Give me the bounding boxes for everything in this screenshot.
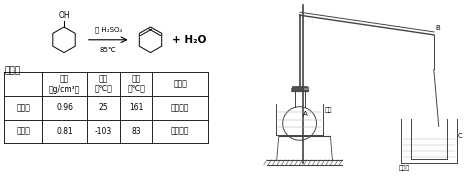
Text: B: B (436, 25, 440, 31)
Text: （g/cm³）: （g/cm³） (49, 84, 80, 93)
Text: 密度: 密度 (60, 75, 69, 84)
Text: 沸点: 沸点 (131, 75, 141, 84)
Text: A: A (302, 111, 308, 117)
Text: 0.96: 0.96 (56, 103, 73, 112)
Text: 85℃: 85℃ (100, 47, 116, 53)
Text: （℃）: （℃） (127, 84, 145, 93)
Text: + H₂O: + H₂O (172, 35, 207, 45)
Text: 水浴: 水浴 (324, 107, 332, 113)
Text: 环己烯: 环己烯 (16, 127, 30, 136)
Text: 燕点: 燕点 (99, 75, 108, 84)
Text: 浓 H₂SO₄: 浓 H₂SO₄ (95, 26, 122, 33)
Text: 能溶于水: 能溶于水 (171, 103, 190, 112)
Text: 已知：: 已知： (4, 66, 21, 75)
Text: 0.81: 0.81 (56, 127, 73, 136)
Text: OH: OH (58, 11, 70, 20)
Text: C: C (458, 133, 462, 139)
Text: 溶解性: 溶解性 (173, 80, 187, 89)
Text: 难溶于水: 难溶于水 (171, 127, 190, 136)
Text: 83: 83 (131, 127, 141, 136)
Text: -103: -103 (95, 127, 112, 136)
Text: （℃）: （℃） (94, 84, 112, 93)
Text: 25: 25 (98, 103, 108, 112)
Text: 冰水浴: 冰水浴 (399, 165, 410, 171)
Text: 161: 161 (129, 103, 143, 112)
Text: 环己醇: 环己醇 (16, 103, 30, 112)
